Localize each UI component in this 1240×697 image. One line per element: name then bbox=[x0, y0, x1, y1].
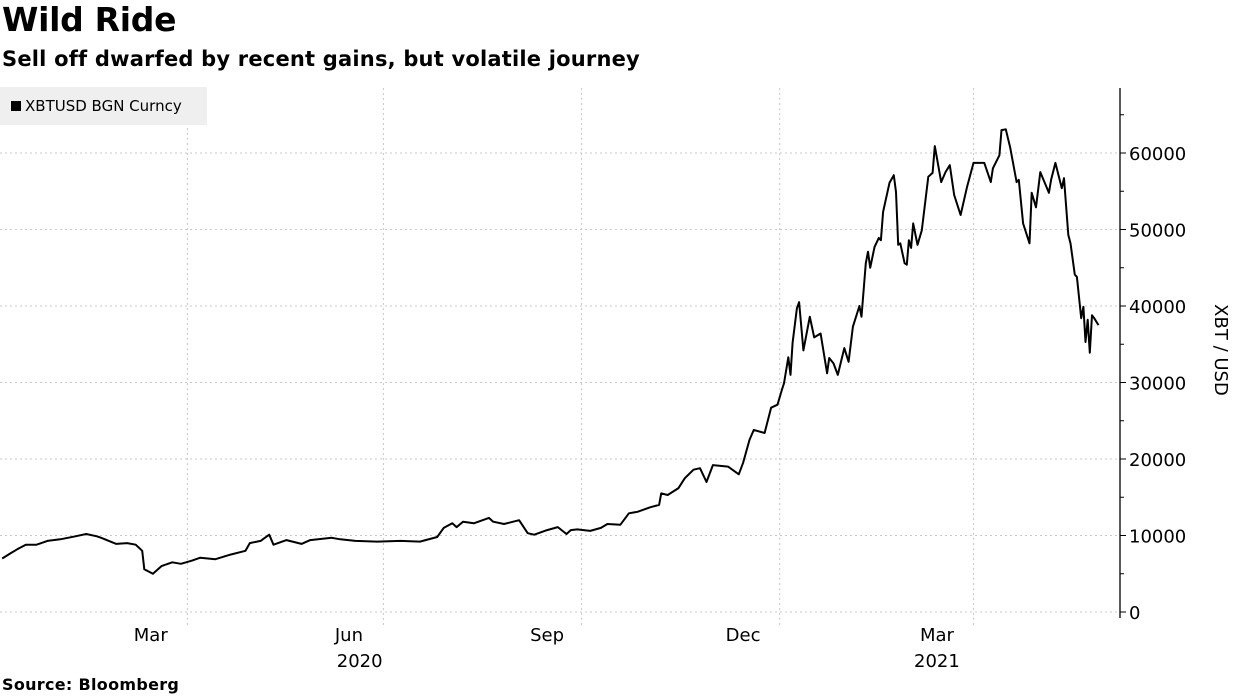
chart-subtitle: Sell off dwarfed by recent gains, but vo… bbox=[2, 47, 640, 71]
x-tick-label: Mar bbox=[920, 625, 955, 646]
y-tick-label: 20000 bbox=[1129, 450, 1186, 471]
legend-label: XBTUSD BGN Curncy bbox=[25, 97, 182, 115]
x-year-label: 2020 bbox=[337, 651, 383, 672]
y-tick-label: 40000 bbox=[1129, 297, 1186, 318]
y-tick-label: 10000 bbox=[1129, 527, 1186, 548]
legend-swatch bbox=[11, 101, 21, 111]
y-tick-label: 30000 bbox=[1129, 374, 1186, 395]
y-tick-label: 60000 bbox=[1129, 144, 1186, 165]
y-axis-title: XBT / USD bbox=[1210, 304, 1231, 396]
chart-title: Wild Ride bbox=[2, 0, 177, 39]
source-note: Source: Bloomberg bbox=[2, 675, 180, 694]
x-tick-label: Jun bbox=[334, 625, 363, 646]
x-year-label: 2021 bbox=[914, 651, 960, 672]
y-tick-label: 50000 bbox=[1129, 221, 1186, 242]
legend: XBTUSD BGN Curncy bbox=[0, 87, 207, 125]
x-tick-label: Mar bbox=[134, 625, 169, 646]
y-tick-label: 0 bbox=[1129, 603, 1140, 624]
series-line bbox=[1, 128, 1100, 575]
x-tick-label: Dec bbox=[726, 625, 761, 646]
x-tick-label: Sep bbox=[530, 625, 564, 646]
